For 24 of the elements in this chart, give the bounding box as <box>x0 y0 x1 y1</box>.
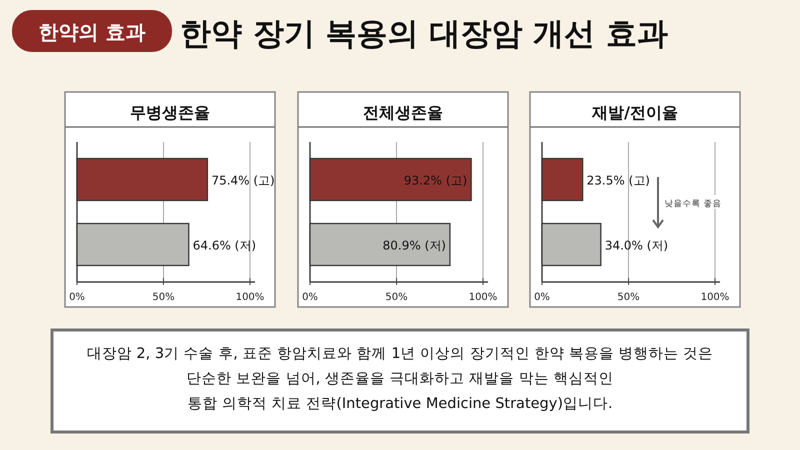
chart-title: 전체생존율 <box>363 103 443 122</box>
x-tick-label: 0% <box>69 292 85 303</box>
text: 통합 의학적 치료 전략(Integrative Medicine Strategy)입니다. <box>187 396 613 412</box>
chart-title: 무병생존율 <box>130 103 210 122</box>
text: 한약 장기 복용의 대장암 개선 효과 <box>180 16 668 52</box>
x-tick-label: 0% <box>534 292 550 303</box>
annotation: 낮을수록 좋음 <box>664 199 722 209</box>
x-tick-label: 50% <box>617 292 640 303</box>
x-tick-label: 0% <box>302 292 318 303</box>
x-tick-label: 100% <box>236 292 264 303</box>
x-tick-label: 50% <box>152 292 175 303</box>
x-tick-label: 100% <box>468 292 498 303</box>
data-label: 34.0% (저) <box>604 238 668 252</box>
data-label: 23.5% (고) <box>586 174 650 188</box>
data-label: 80.9% (저) <box>382 238 446 252</box>
data-label: 64.6% (저) <box>192 238 256 252</box>
chart-title: 재발/전이율 <box>591 103 678 122</box>
data-label: 93.2% (고) <box>404 174 468 188</box>
text: 단순한 보완을 넘어, 생존율을 극대화하고 재발을 막는 핵심적인 <box>186 371 614 387</box>
text: 한약의 효과 <box>38 20 146 44</box>
x-tick-label: 100% <box>700 292 730 303</box>
text: 대장암 2, 3기 수술 후, 표준 항암치료와 함께 1년 이상의 장기적인 한약 복용을 병행하는 것은 <box>86 346 714 362</box>
x-tick-label: 50% <box>385 292 408 303</box>
data-label: 75.4% (고) <box>211 174 275 188</box>
